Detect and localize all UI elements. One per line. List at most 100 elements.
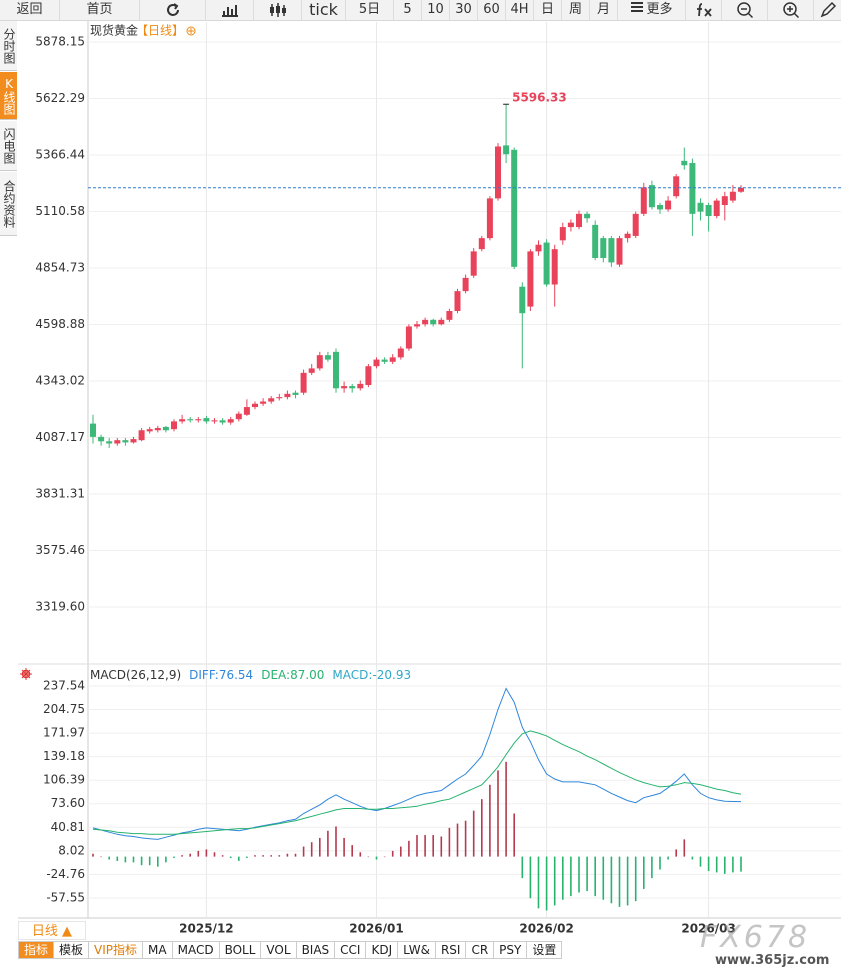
- macd-bar: [238, 856, 240, 861]
- macd-bar: [732, 856, 734, 873]
- zoom-in-button[interactable]: [768, 0, 814, 20]
- macd-bar: [513, 813, 515, 857]
- max-label: 5596.33: [512, 91, 567, 105]
- label: 更多: [646, 2, 673, 17]
- macd-bar: [529, 856, 532, 899]
- macd-bar: [707, 856, 710, 871]
- legend-entry: MACD:-20.93: [332, 668, 411, 682]
- macd-bar: [440, 836, 443, 857]
- macd-bar: [667, 856, 669, 860]
- candle-body: [195, 419, 202, 421]
- indicator-tab[interactable]: PSY: [494, 941, 528, 959]
- macd-bar: [108, 856, 110, 860]
- candle-body: [211, 420, 218, 422]
- indicator-tab[interactable]: RSI: [435, 941, 467, 959]
- macd-settings-icon[interactable]: [20, 668, 32, 680]
- macd-bar: [675, 849, 677, 857]
- candle-body: [324, 355, 331, 360]
- macd-bar: [294, 853, 297, 857]
- label: tick: [309, 0, 338, 19]
- indicator-tab[interactable]: BOLL: [219, 941, 262, 959]
- macd-bar: [456, 823, 459, 857]
- macd-line: [92, 687, 742, 840]
- period-button[interactable]: 日: [534, 0, 562, 20]
- macd-bar: [618, 856, 621, 907]
- label: 日: [540, 2, 554, 17]
- macd-bar: [148, 856, 151, 866]
- candle-body: [389, 357, 396, 362]
- macd-bar: [157, 856, 159, 867]
- indicator-tab[interactable]: VOL: [261, 941, 297, 959]
- macd-bar: [343, 837, 345, 857]
- chart: 5878.15 5622.29 5366.44 5110.58 4854.73 4598.…: [18, 21, 841, 936]
- zoom-out-button[interactable]: [722, 0, 768, 20]
- candle-body: [503, 145, 510, 155]
- candle-body: [527, 251, 534, 307]
- add-icon[interactable]: [186, 26, 196, 36]
- side-tab[interactable]: K线图: [0, 72, 17, 120]
- period-button[interactable]: 30: [450, 0, 478, 20]
- macd-bar: [310, 842, 313, 857]
- candle-body: [673, 176, 680, 197]
- y-tick-label: 3831.31: [35, 486, 85, 500]
- period-button[interactable]: 5: [394, 0, 422, 20]
- macd-bar: [505, 761, 507, 857]
- candle-body: [430, 319, 437, 325]
- more-button[interactable]: 更多: [618, 0, 686, 20]
- candle-body: [373, 359, 380, 367]
- label: 月: [596, 2, 610, 17]
- side-tab[interactable]: 分时图: [0, 21, 17, 71]
- macd-bar: [562, 856, 564, 900]
- candle-body: [235, 413, 242, 420]
- candle-icon: [269, 3, 286, 17]
- period-button[interactable]: tick: [302, 0, 346, 20]
- indicator-tab[interactable]: VIP指标: [89, 941, 144, 959]
- pencil-icon: [820, 1, 836, 18]
- period-button[interactable]: 周: [562, 0, 590, 20]
- period-button[interactable]: 月: [590, 0, 618, 20]
- legend-entry: DIFF:76.54: [189, 668, 253, 682]
- indicator-tab[interactable]: 指标: [18, 941, 55, 959]
- indicator-tab[interactable]: 设置: [527, 941, 563, 959]
- macd-bar: [521, 856, 524, 879]
- chart-type-button[interactable]: [206, 0, 254, 20]
- period-button[interactable]: 60: [478, 0, 506, 20]
- home-button[interactable]: 首页: [60, 0, 140, 20]
- period-button[interactable]: 5日: [346, 0, 394, 20]
- y-tick-label: 3575.46: [35, 543, 85, 557]
- macd-bar: [197, 850, 200, 857]
- draw-button[interactable]: [814, 0, 841, 20]
- candle-button[interactable]: [254, 0, 302, 20]
- candle-body: [130, 439, 137, 443]
- back-button[interactable]: 返回: [0, 0, 60, 20]
- y-tick-label: 4343.02: [35, 373, 85, 387]
- y-tick-label: 5366.44: [35, 147, 85, 161]
- macd-bar: [189, 853, 191, 857]
- formula-button[interactable]: [686, 0, 722, 20]
- candle-body: [470, 251, 477, 276]
- candle-body: [478, 238, 485, 250]
- period-button[interactable]: 4H: [506, 0, 534, 20]
- indicator-tab[interactable]: MA: [143, 941, 173, 959]
- macd-bar: [464, 820, 467, 857]
- indicator-tab[interactable]: BIAS: [296, 941, 336, 959]
- period-select[interactable]: 日线 ▲: [18, 921, 86, 940]
- y-tick-label: 4087.17: [35, 430, 85, 444]
- candle-body: [219, 420, 226, 423]
- indicator-tab[interactable]: LW&: [398, 941, 436, 959]
- indicator-tab[interactable]: 模板: [54, 941, 90, 959]
- indicator-tab[interactable]: MACD: [172, 941, 220, 959]
- candle-body: [162, 426, 169, 431]
- candle-body: [446, 311, 453, 320]
- side-tab[interactable]: 合约资料: [0, 172, 17, 236]
- side-tab[interactable]: 闪电图: [0, 121, 17, 171]
- indicator-tab[interactable]: KDJ: [366, 941, 399, 959]
- indicator-tab[interactable]: CCI: [335, 941, 367, 959]
- indicator-tab[interactable]: CR: [466, 941, 495, 959]
- candle-body: [422, 319, 429, 325]
- label: 返回: [16, 2, 43, 17]
- period-button[interactable]: 10: [422, 0, 450, 20]
- refresh-button[interactable]: [140, 0, 206, 20]
- y-tick-label: 4598.88: [35, 317, 85, 331]
